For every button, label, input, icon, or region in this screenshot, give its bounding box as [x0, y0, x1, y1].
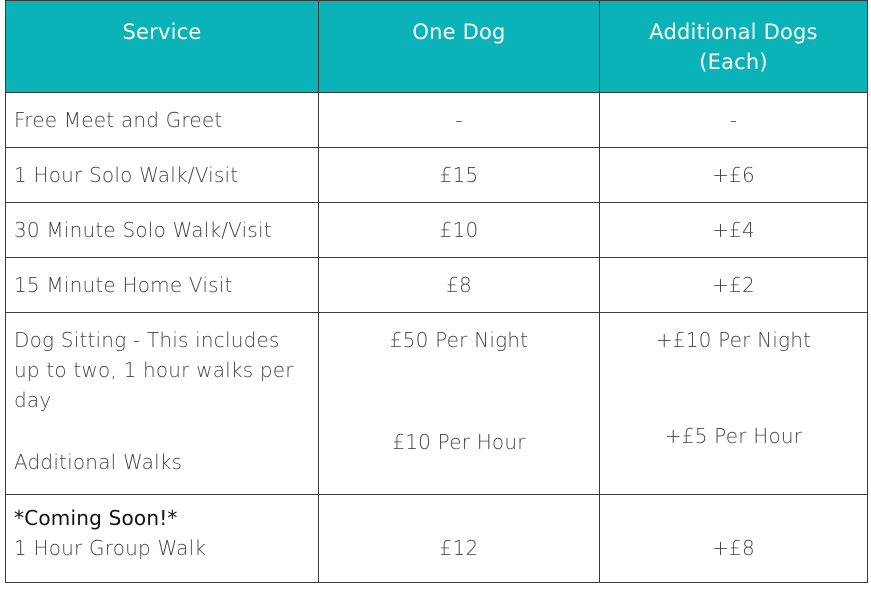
- header-row: Service One Dog Additional Dogs (Each): [5, 0, 868, 93]
- header-additional-line2: (Each): [699, 50, 768, 74]
- additional-price: +£10 Per Night +£5 Per Hour: [599, 312, 868, 495]
- additional-price: +£6: [599, 147, 868, 203]
- dog-sitting-label: Dog Sitting - This includes up to two, 1…: [14, 328, 294, 412]
- one-dog-price: £10: [318, 202, 600, 258]
- header-additional-line1: Additional Dogs: [649, 20, 818, 44]
- service-cell: 1 Hour Solo Walk/Visit: [5, 147, 319, 203]
- dog-sitting-price: £50 Per Night: [389, 328, 529, 352]
- service-cell: *Coming Soon!* 1 Hour Group Walk: [5, 494, 319, 583]
- dog-sitting-additional: +£10 Per Night: [655, 328, 812, 352]
- table-row: 1 Hour Solo Walk/Visit £15 +£6: [5, 147, 868, 203]
- one-dog-price: £15: [318, 147, 600, 203]
- additional-walks-label: Additional Walks: [14, 450, 183, 474]
- additional-walks-price: £10 Per Hour: [392, 430, 526, 454]
- group-walk-additional: +£8: [712, 536, 755, 560]
- service-cell: 30 Minute Solo Walk/Visit: [5, 202, 319, 258]
- additional-price: -: [599, 92, 868, 148]
- header-service: Service: [5, 0, 319, 93]
- coming-soon-note: *Coming Soon!*: [14, 506, 178, 530]
- header-one-dog: One Dog: [318, 0, 600, 93]
- one-dog-price: £12: [318, 494, 600, 583]
- one-dog-price: £50 Per Night £10 Per Hour: [318, 312, 600, 495]
- service-cell: 15 Minute Home Visit: [5, 257, 319, 313]
- service-cell: Dog Sitting - This includes up to two, 1…: [5, 312, 319, 495]
- table-row-group-walk: *Coming Soon!* 1 Hour Group Walk £12 +£8: [5, 494, 868, 583]
- one-dog-price: -: [318, 92, 600, 148]
- one-dog-price: £8: [318, 257, 600, 313]
- group-walk-price: £12: [439, 536, 479, 560]
- table-row: Free Meet and Greet - -: [5, 92, 868, 148]
- additional-price: +£2: [599, 257, 868, 313]
- pricing-table: Service One Dog Additional Dogs (Each) F…: [5, 0, 868, 583]
- table-row: 30 Minute Solo Walk/Visit £10 +£4: [5, 202, 868, 258]
- group-walk-label: 1 Hour Group Walk: [14, 536, 207, 560]
- header-additional-dogs: Additional Dogs (Each): [599, 0, 868, 93]
- additional-price: +£4: [599, 202, 868, 258]
- additional-price: +£8: [599, 494, 868, 583]
- table-row-dog-sitting: Dog Sitting - This includes up to two, 1…: [5, 312, 868, 495]
- table-row: 15 Minute Home Visit £8 +£2: [5, 257, 868, 313]
- service-cell: Free Meet and Greet: [5, 92, 319, 148]
- additional-walks-additional: +£5 Per Hour: [664, 424, 803, 448]
